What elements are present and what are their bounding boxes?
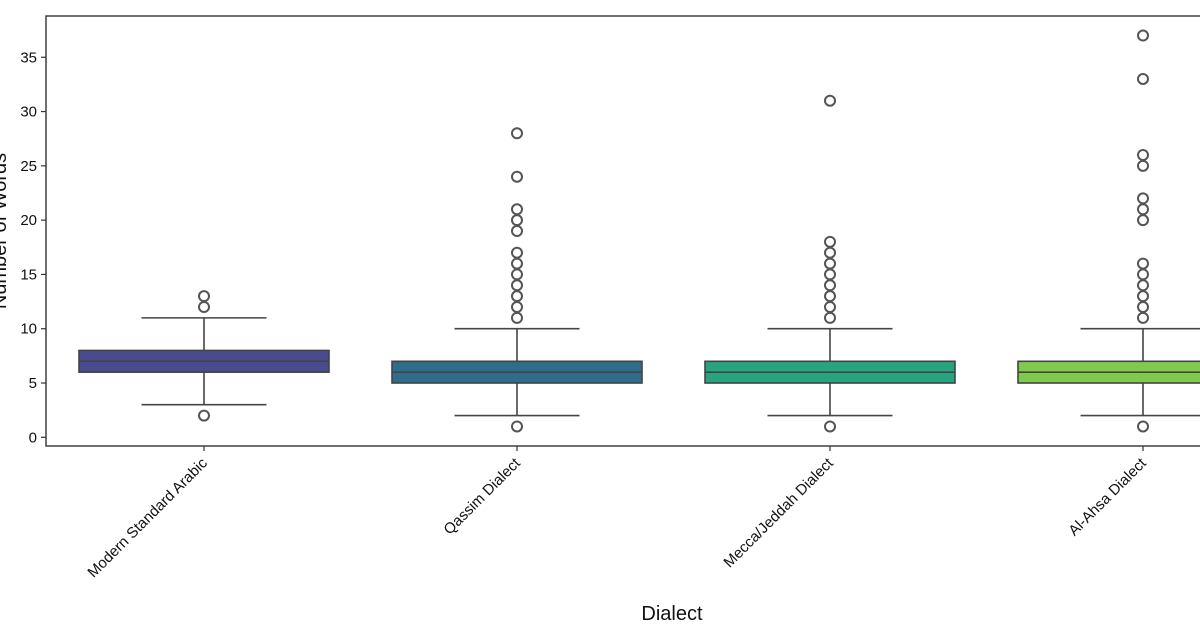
outlier-point [824, 257, 836, 270]
outlier-point [1137, 268, 1149, 281]
outlier-point [198, 301, 210, 314]
outlier-point [1137, 29, 1149, 42]
outlier-point [511, 127, 523, 140]
plot-area: 0 5 10 15 20 25 30 35 Modern Standard Arabic Qass… [20, 15, 1200, 581]
outlier-point [1137, 192, 1149, 205]
outlier-point [824, 290, 836, 303]
y-tick-label: 0 [29, 429, 37, 446]
outlier-point [198, 409, 210, 422]
x-tick-label: Qassim Dialect [440, 454, 524, 538]
y-tick-label: 10 [20, 321, 37, 338]
y-tick-label: 15 [20, 266, 37, 283]
outlier-point [1137, 311, 1149, 324]
outlier-point [824, 246, 836, 259]
outlier-point [511, 279, 523, 292]
outlier-point [511, 290, 523, 303]
outlier-point [824, 420, 836, 433]
outlier-point [1137, 72, 1149, 85]
outlier-point [198, 290, 210, 303]
outlier-point [511, 225, 523, 237]
outlier-point [1137, 290, 1149, 303]
outlier-point [511, 311, 523, 324]
plot-frame [45, 15, 1200, 447]
y-axis-title: Number of Words [0, 153, 11, 309]
outlier-point [511, 170, 523, 183]
outlier-point [1137, 257, 1149, 270]
outlier-point [511, 203, 523, 216]
outlier-point [1137, 148, 1149, 161]
outlier-point [511, 246, 523, 259]
outlier-point [824, 94, 836, 107]
outlier-point [511, 214, 523, 227]
outlier-point [1137, 159, 1149, 172]
outlier-point [511, 268, 523, 281]
outlier-point [1137, 279, 1149, 292]
outlier-point [824, 301, 836, 314]
outlier-point [824, 311, 836, 324]
outlier-point [511, 301, 523, 314]
x-axis-title: Dialect [641, 603, 703, 625]
outlier-point [511, 257, 523, 270]
outlier-point [1137, 420, 1149, 433]
y-tick-label: 35 [20, 49, 37, 66]
x-tick-label: Mecca/Jeddah Dialect [720, 454, 837, 571]
outlier-point [1137, 301, 1149, 314]
y-tick-label: 20 [20, 212, 37, 229]
y-tick-label: 5 [29, 375, 37, 392]
y-tick-label: 25 [20, 158, 37, 175]
x-tick-label: Modern Standard Arabic [84, 454, 211, 581]
x-tick-label: Al-Ahsa Dialect [1065, 454, 1150, 539]
outlier-point [1137, 203, 1149, 216]
outlier-point [1137, 214, 1149, 227]
y-tick-label: 30 [20, 104, 37, 121]
outlier-point [824, 279, 836, 292]
outlier-point [511, 420, 523, 433]
outlier-point [824, 235, 836, 248]
outlier-point [824, 268, 836, 281]
